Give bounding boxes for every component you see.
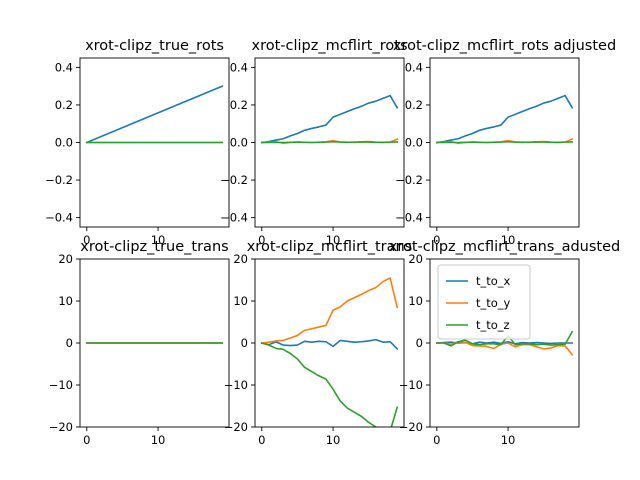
y-tick-label: 10 bbox=[408, 294, 423, 308]
series-line-series-1 bbox=[85, 85, 224, 144]
subplot-title: xrot-clipz_mcflirt_trans bbox=[247, 239, 413, 255]
subplot-title: xrot-clipz_true_rots bbox=[85, 38, 224, 54]
legend: t_to_x t_to_y t_to_z bbox=[437, 264, 531, 340]
x-tick-label: 10 bbox=[151, 433, 166, 447]
subplot-3: 0 10 −0.4 −0.2 0.0 0.2 0.4 xrot-clipz_mcflirt_r… bbox=[393, 38, 616, 247]
y-tick-label: 0.4 bbox=[405, 60, 423, 74]
series-line-series-3 bbox=[435, 140, 574, 144]
y-tick-label: 0.4 bbox=[55, 60, 73, 74]
subplot-title: xrot-clipz_mcflirt_rots bbox=[251, 38, 407, 54]
x-tick-label: 10 bbox=[501, 433, 516, 447]
y-tick-label: −20 bbox=[399, 420, 423, 434]
subplot-1: 0 10 −0.4 −0.2 0.0 0.2 0.4 xrot-clipz_true_rots bbox=[45, 38, 230, 247]
y-tick-label: 10 bbox=[58, 294, 73, 308]
y-tick-label: −10 bbox=[224, 378, 248, 392]
x-tick-label: 0 bbox=[83, 233, 90, 247]
x-tick-label: 0 bbox=[433, 233, 440, 247]
y-tick-label: −0.4 bbox=[45, 211, 73, 225]
y-tick-label: −0.4 bbox=[220, 211, 248, 225]
series-line-series-1 bbox=[260, 338, 399, 351]
y-tick-label: 0 bbox=[241, 336, 248, 350]
y-tick-label: −0.2 bbox=[395, 173, 423, 187]
y-tick-label: −0.4 bbox=[395, 211, 423, 225]
subplot-title: xrot-clipz_mcflirt_trans_adusted bbox=[389, 239, 620, 255]
y-tick-label: 0 bbox=[66, 336, 73, 350]
legend-box bbox=[437, 264, 531, 340]
x-tick-label: 10 bbox=[326, 433, 341, 447]
series-line-series-3 bbox=[260, 140, 399, 144]
series-line-t_to_z bbox=[435, 330, 574, 347]
y-tick-label: −0.2 bbox=[45, 173, 73, 187]
series-line-series-1 bbox=[435, 94, 574, 144]
y-tick-label: 0.0 bbox=[55, 136, 73, 150]
legend-entry-t_to_x: t_to_x bbox=[476, 274, 511, 288]
series-line-t_to_x bbox=[435, 340, 574, 345]
subplot-title: xrot-clipz_true_trans bbox=[80, 239, 228, 255]
x-tick-label: 0 bbox=[433, 433, 440, 447]
x-tick-label: 0 bbox=[258, 233, 265, 247]
y-tick-label: 0.2 bbox=[55, 98, 73, 112]
subplot-2: 0 10 −0.4 −0.2 0.0 0.2 0.4xrot-clipz_mcflirt_r… bbox=[220, 38, 407, 247]
y-tick-label: −20 bbox=[49, 420, 73, 434]
x-tick-label: 0 bbox=[258, 433, 265, 447]
legend-entry-t_to_z: t_to_z bbox=[476, 318, 510, 332]
y-tick-label: −20 bbox=[224, 420, 248, 434]
series-line-series-2 bbox=[260, 277, 399, 344]
series-line-series-3 bbox=[260, 342, 399, 427]
y-tick-label: 20 bbox=[233, 252, 248, 266]
series-line-series-1 bbox=[260, 94, 399, 144]
subplot-6: 0 10 −20 −10 0 10 20xrot-clipz_mcflirt_trans_a… bbox=[389, 239, 620, 447]
y-tick-label: 0.2 bbox=[405, 98, 423, 112]
x-tick-label: 10 bbox=[151, 233, 166, 247]
subplot-4: 0 10 −20 −10 0 10 20 xrot-clipz_true_trans bbox=[49, 239, 230, 447]
x-tick-label: 10 bbox=[501, 233, 516, 247]
y-tick-label: 0.0 bbox=[405, 136, 423, 150]
x-tick-label: 10 bbox=[326, 233, 341, 247]
y-tick-label: 0.4 bbox=[230, 60, 248, 74]
y-tick-label: 20 bbox=[408, 252, 423, 266]
x-tick-label: 0 bbox=[83, 433, 90, 447]
y-tick-label: 20 bbox=[58, 252, 73, 266]
y-tick-label: 0.2 bbox=[230, 98, 248, 112]
y-tick-label: 10 bbox=[233, 294, 248, 308]
legend-entry-t_to_y: t_to_y bbox=[476, 296, 511, 310]
y-tick-label: −0.2 bbox=[220, 173, 248, 187]
y-tick-label: −10 bbox=[49, 378, 73, 392]
y-tick-label: −10 bbox=[399, 378, 423, 392]
y-tick-label: 0.0 bbox=[230, 136, 248, 150]
y-tick-label: 0 bbox=[416, 336, 423, 350]
subplot-title: xrot-clipz_mcflirt_rots adjusted bbox=[393, 38, 616, 54]
